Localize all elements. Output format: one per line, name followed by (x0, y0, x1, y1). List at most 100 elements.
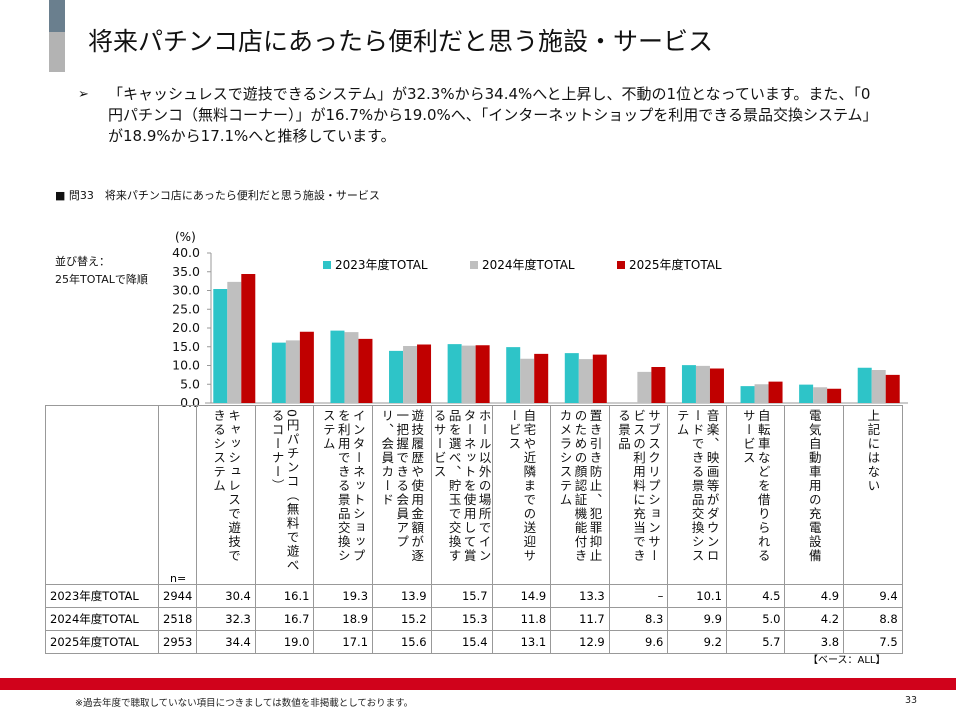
value-cell: 3.8 (784, 630, 845, 654)
summary: ➢ 「キャッシュレスで遊技できるシステム」が32.3%から34.4%へと上昇し、… (78, 84, 878, 147)
bar-3-1 (241, 274, 256, 403)
sort-label: 並び替え： 25年TOTALで降順 (55, 253, 148, 289)
value-cell: 17.1 (313, 630, 374, 654)
y-tick-label: 20.0 (172, 320, 200, 335)
data-table: キャッシュレスで遊技できるシステム 0円パチンコ（無料で遊べるコーナー） インターネ… (45, 405, 903, 654)
bar-2-6 (520, 358, 535, 403)
y-tick-label: 10.0 (172, 358, 200, 373)
category-cell: 上記にはない (843, 405, 903, 585)
legend-swatch (323, 260, 331, 269)
legend-swatch (617, 260, 625, 269)
category-header-row: キャッシュレスで遊技できるシステム 0円パチンコ（無料で遊べるコーナー） インターネ… (45, 405, 903, 585)
value-cell: 9.9 (667, 607, 727, 631)
category-cell: 音楽、映画等がダウンロードできる景品交換システム (667, 405, 727, 585)
bar-1-1 (213, 289, 228, 403)
category-label: 0円パチンコ（無料で遊べるコーナー） (269, 409, 300, 573)
value-cell: 13.3 (550, 584, 610, 608)
value-cell: 16.1 (254, 584, 315, 608)
bar-2-12 (871, 370, 886, 403)
sort-label-line: 並び替え： (55, 255, 110, 268)
bar-1-12 (857, 367, 872, 403)
page-title: 将来パチンコ店にあったら便利だと思う施設・サービス (88, 27, 714, 56)
value-cell: 19.0 (254, 630, 315, 654)
n-value: 2518 (157, 607, 198, 631)
category-cell: 0円パチンコ（無料で遊べるコーナー） (254, 405, 315, 585)
value-cell: – (608, 584, 669, 608)
bar-2-7 (578, 359, 593, 403)
table-row: 2024年度TOTAL 2518 32.3 16.7 18.9 15.2 15.3 11.8 1… (45, 607, 903, 631)
bar-2-2 (285, 340, 300, 403)
legend-item: 2025年度TOTAL (617, 256, 722, 273)
accent-bar (49, 32, 65, 72)
value-cell: 5.7 (725, 630, 786, 654)
value-cell: 9.6 (608, 630, 669, 654)
category-cell: ホール以外の場所でインターネットを使用して賞品を選べ、貯玉で交換するサービス (430, 405, 493, 585)
value-cell: 11.8 (491, 607, 552, 631)
table-row: 2023年度TOTAL 2944 30.4 16.1 19.3 13.9 15.7 14.9 1… (45, 584, 903, 608)
bar-3-2 (299, 331, 314, 403)
value-cell: 7.5 (843, 630, 903, 654)
bar-2-8 (637, 371, 652, 403)
row-label: 2024年度TOTAL (45, 607, 159, 631)
bar-1-10 (740, 386, 755, 403)
category-label: ホール以外の場所でインターネットを使用して賞品を選べ、貯玉で交換するサービス (431, 409, 492, 563)
category-label: インターネットショップを利用できる景品交換システム (320, 409, 366, 563)
value-cell: 4.2 (784, 607, 845, 631)
category-label: 遊技履歴や使用金額が逐一把握できる会員アプリ、会員カード (379, 409, 425, 563)
value-cell: 15.3 (430, 607, 493, 631)
bar-3-11 (827, 388, 842, 403)
category-cell: サブスクリプションサービスの利用料に充当できる景品 (608, 405, 669, 585)
bar-3-9 (709, 368, 724, 403)
bar-1-2 (271, 342, 286, 403)
page-number: 33 (905, 695, 918, 706)
bar-2-3 (344, 332, 359, 403)
category-cell: 自宅や近隣までの送迎サービス (491, 405, 552, 585)
value-cell: 4.9 (784, 584, 845, 608)
bar-2-11 (813, 387, 828, 403)
y-tick-label: 40.0 (172, 245, 200, 260)
category-label: 置き引き防止、犯罪抑止のための顔認証機能付きカメラシステム (557, 409, 603, 563)
category-cell: インターネットショップを利用できる景品交換システム (313, 405, 374, 585)
bar-2-10 (754, 384, 769, 403)
y-axis-unit: (%) (175, 230, 196, 244)
bar-1-5 (447, 344, 462, 403)
category-label: 自転車などを借りられるサービス (740, 409, 771, 563)
y-tick-label: 35.0 (172, 264, 200, 279)
value-cell: 5.0 (725, 607, 786, 631)
value-cell: 8.8 (843, 607, 903, 631)
summary-text: 「キャッシュレスで遊技できるシステム」が32.3%から34.4%へと上昇し、不動… (108, 85, 878, 145)
bar-3-4 (417, 344, 432, 403)
arrow-bullet-icon: ➢ (78, 87, 89, 102)
value-cell: 19.3 (313, 584, 374, 608)
footnote: ※過去年度で聴取していない項目につきましては数値を非掲載としております。 (75, 698, 414, 709)
value-cell: 13.9 (372, 584, 432, 608)
bar-3-8 (651, 367, 666, 403)
legend-label: 2023年度TOTAL (335, 258, 428, 272)
value-cell: 4.5 (725, 584, 786, 608)
category-cell: キャッシュレスで遊技できるシステム (196, 405, 256, 585)
value-cell: 10.1 (667, 584, 727, 608)
value-cell: 13.1 (491, 630, 552, 654)
category-label: サブスクリプションサービスの利用料に充当できる景品 (616, 409, 662, 563)
n-label: n= (170, 572, 187, 585)
value-cell: 14.9 (491, 584, 552, 608)
bar-3-3 (358, 338, 373, 403)
base-note: 【ベース：ALL】 (808, 655, 886, 666)
value-cell: 15.6 (372, 630, 432, 654)
empty-cell (157, 405, 198, 585)
category-label: キャッシュレスで遊技できるシステム (211, 409, 242, 563)
bar-2-5 (461, 345, 476, 403)
n-value: 2944 (157, 584, 198, 608)
value-cell: 9.2 (667, 630, 727, 654)
n-value: 2953 (157, 630, 198, 654)
value-cell: 15.4 (430, 630, 493, 654)
category-label: 上記にはない (865, 409, 881, 493)
value-cell: 30.4 (196, 584, 256, 608)
bar-2-1 (227, 281, 242, 403)
sort-label-line: 25年TOTALで降順 (55, 273, 148, 286)
value-cell: 32.3 (196, 607, 256, 631)
value-cell: 34.4 (196, 630, 256, 654)
bar-1-9 (681, 365, 696, 403)
category-cell: 遊技履歴や使用金額が逐一把握できる会員アプリ、会員カード (372, 405, 432, 585)
